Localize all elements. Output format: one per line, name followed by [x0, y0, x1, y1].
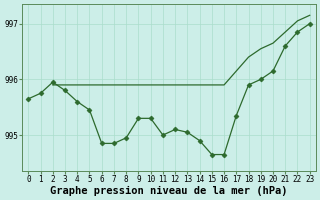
X-axis label: Graphe pression niveau de la mer (hPa): Graphe pression niveau de la mer (hPa) — [50, 186, 288, 196]
